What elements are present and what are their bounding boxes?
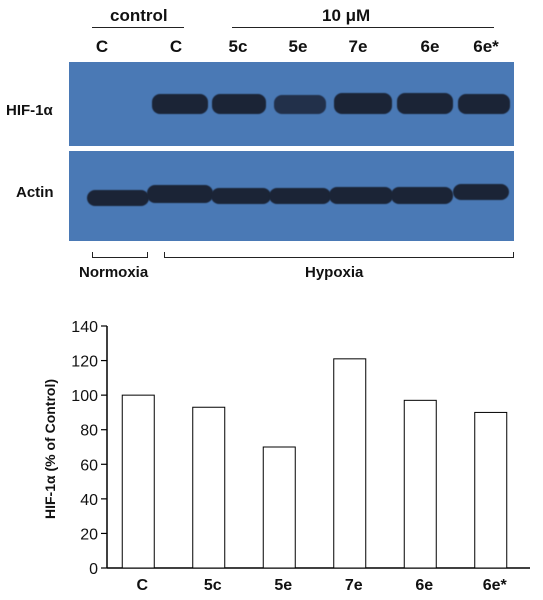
y-axis-label: HIF-1α (% of Control): [42, 379, 58, 519]
chart-axes: [106, 326, 530, 569]
hif-band-lane-7: [397, 93, 453, 114]
hypoxia-bracket-left-tick: [164, 252, 165, 257]
hif-blot-panel: [69, 62, 514, 146]
row-label-hif: HIF-1α: [6, 102, 53, 119]
condition-label-hypoxia: Hypoxia: [305, 264, 364, 281]
bar: [333, 358, 367, 569]
x-tick-label: 5c: [204, 577, 222, 594]
hif-band-lane-8: [458, 94, 510, 114]
treatment-group-line: [232, 27, 494, 28]
normoxia-bracket-left-tick: [92, 252, 93, 257]
y-axis-ticks: 0 20 40 60 80 100 120 140: [71, 319, 107, 578]
y-tick-label: 120: [71, 354, 98, 371]
x-tick-label: C: [136, 577, 148, 594]
lane-label-1: C: [95, 37, 109, 56]
actin-band-lane-6: [391, 187, 453, 204]
actin-blot-panel: [69, 151, 514, 241]
actin-band-lane-7: [453, 184, 509, 200]
bar: [192, 406, 226, 569]
actin-band-lane-5: [329, 187, 393, 204]
y-tick-label: 40: [80, 492, 98, 509]
control-group-line: [92, 27, 184, 28]
x-tick-label: 7e: [345, 577, 363, 594]
x-axis-ticks: C 5c 5e 7e 6e 6e*: [136, 577, 507, 594]
chart-bars: [121, 358, 508, 569]
lane-label-5: 7e: [348, 37, 368, 56]
bar: [403, 399, 437, 569]
x-tick-label: 6e*: [483, 577, 508, 594]
y-tick-label: 60: [80, 457, 98, 474]
actin-band-lane-4: [269, 188, 331, 204]
y-tick-label: 100: [71, 388, 98, 405]
hypoxia-bracket-right-tick: [513, 252, 514, 257]
normoxia-bracket-right-tick: [147, 252, 148, 257]
normoxia-bracket: [92, 257, 148, 258]
condition-label-normoxia: Normoxia: [79, 264, 149, 281]
lane-label-2: C: [169, 37, 183, 56]
x-tick-label: 5e: [274, 577, 292, 594]
lane-label-4: 5e: [288, 37, 308, 56]
y-tick-label: 20: [80, 526, 98, 543]
lane-label-7: 6e*: [473, 37, 499, 56]
hif-band-lane-6: [334, 93, 392, 114]
treatment-group-label: 10 μM: [322, 6, 371, 25]
x-tick-label: 6e: [415, 577, 433, 594]
bar-chart: HIF-1α (% of Control) 0 20 40 60 80 100 120 140…: [42, 319, 530, 594]
bar: [262, 446, 296, 569]
lane-label-3: 5c: [228, 37, 248, 56]
hypoxia-bracket: [164, 257, 514, 258]
actin-band-lane-1: [87, 190, 149, 206]
y-tick-label: 140: [71, 319, 98, 336]
y-tick-label: 0: [89, 561, 98, 578]
row-label-actin: Actin: [16, 184, 54, 201]
hif-band-lane-4: [212, 94, 266, 114]
actin-band-lane-2: [147, 185, 213, 203]
bar: [121, 394, 155, 569]
actin-band-lane-3: [211, 188, 271, 204]
y-tick-label: 80: [80, 423, 98, 440]
control-group-label: control: [110, 6, 168, 25]
hif-band-lane-5: [274, 95, 326, 114]
hif-band-lane-3: [152, 94, 208, 114]
lane-label-6: 6e: [420, 37, 440, 56]
bar: [474, 411, 508, 569]
